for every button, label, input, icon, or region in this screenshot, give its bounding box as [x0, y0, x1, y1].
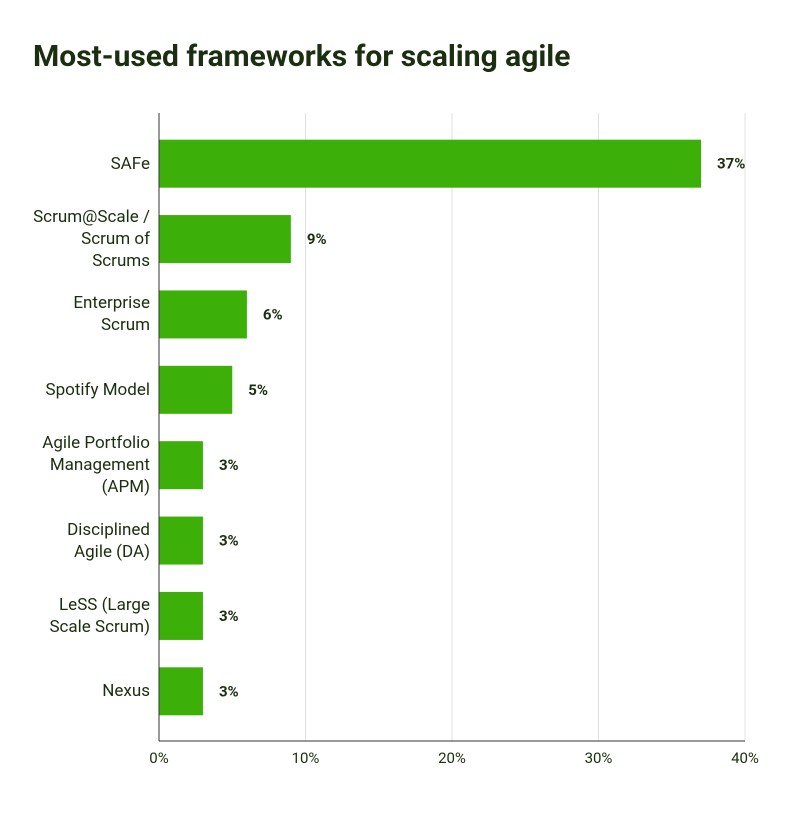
y-tick-label: Disciplined Agile (DA)	[67, 519, 150, 562]
x-tick-label: 30%	[585, 749, 613, 767]
x-tick-label: 10%	[292, 749, 320, 767]
value-label: 37%	[717, 155, 745, 173]
bar	[159, 667, 203, 716]
bar	[159, 215, 291, 264]
x-tick-label: 0%	[149, 749, 168, 767]
y-tick-label: Enterprise Scrum	[73, 293, 150, 336]
value-label: 9%	[307, 230, 327, 248]
value-label: 5%	[248, 381, 268, 399]
bar	[159, 441, 203, 490]
x-tick-label: 20%	[438, 749, 466, 767]
chart-title: Most-used frameworks for scaling agile	[33, 39, 570, 74]
value-label: 3%	[219, 682, 239, 700]
value-label: 3%	[219, 456, 239, 474]
bar	[159, 139, 702, 188]
x-tick-label: 40%	[731, 749, 759, 767]
y-tick-label: SAFe	[110, 153, 150, 174]
y-tick-label: Spotify Model	[45, 379, 150, 400]
value-label: 6%	[263, 305, 283, 323]
y-tick-label: Nexus	[102, 681, 150, 702]
bar	[159, 365, 233, 414]
bar	[159, 290, 247, 339]
value-label: 3%	[219, 607, 239, 625]
y-tick-label: Agile Portfolio Management (APM)	[42, 433, 150, 498]
y-tick-label: LeSS (Large Scale Scrum)	[49, 594, 150, 637]
y-tick-label: Scrum@Scale / Scrum of Scrums	[33, 207, 150, 272]
bar	[159, 516, 203, 565]
bar	[159, 591, 203, 640]
value-label: 3%	[219, 532, 239, 550]
